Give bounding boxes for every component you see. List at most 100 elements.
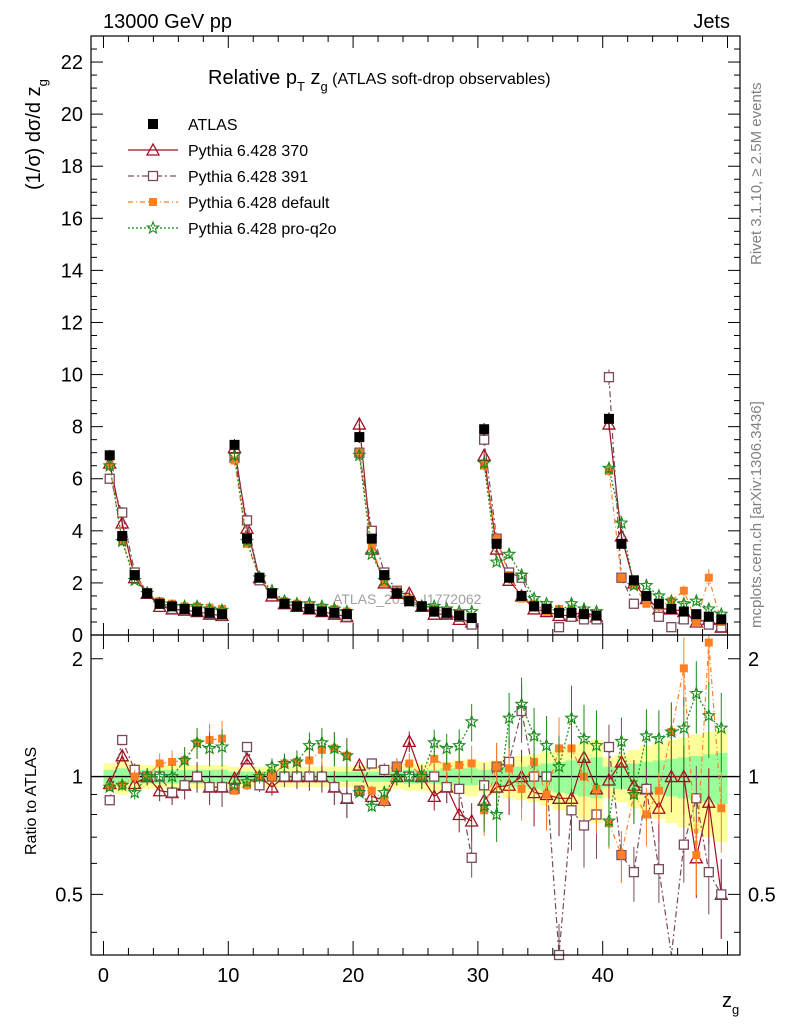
data-point (491, 538, 502, 549)
data-point (701, 601, 716, 615)
ratio-data-point (603, 741, 615, 753)
header-process-label: Jets (693, 11, 730, 33)
data-point (664, 593, 679, 608)
ratio-data-point (115, 777, 130, 792)
ratio-panel: 0.5 0.51 12 20 10 20 30 40 Ratio to ATLAS zg (23, 634, 776, 1017)
ratio-data-point (377, 785, 392, 799)
ratio-data-point (140, 769, 155, 783)
ratio-data-point (678, 839, 689, 850)
data-point (364, 546, 379, 561)
data-point (504, 572, 515, 583)
ratio-series-line (359, 757, 472, 802)
ratio-data-point (517, 784, 526, 793)
ratio-data-point (241, 741, 253, 753)
data-point (526, 591, 542, 605)
ratio-series-line (109, 737, 222, 801)
data-point (154, 598, 165, 609)
data-point (679, 586, 688, 595)
ratio-data-point (442, 762, 451, 771)
ratio-data-point (703, 866, 714, 878)
ratio-data-point (692, 851, 701, 860)
data-point (716, 614, 727, 625)
ratio-data-point (189, 735, 205, 749)
ratio-data-point (701, 794, 716, 808)
y-tick-label: 8 (72, 417, 83, 439)
data-point (566, 607, 577, 618)
data-point (117, 507, 128, 518)
ratio-data-point (202, 740, 217, 755)
x-tick-label: 20 (342, 965, 364, 987)
legend-entry: Pythia 6.428 default (128, 195, 330, 212)
data-point (416, 601, 427, 612)
ratio-data-point (427, 735, 442, 749)
ratio-data-point (714, 720, 729, 735)
data-point (691, 609, 702, 620)
ratio-data-point (379, 764, 390, 776)
ratio-data-point (464, 813, 479, 827)
rivet-version-label: Rivet 3.1.10, ≥ 2.5M events (748, 83, 765, 266)
ratio-data-point (501, 710, 517, 725)
ratio-data-point (380, 796, 389, 805)
ratio-series-line (109, 738, 223, 788)
ratio-y-axis-label: Ratio to ATLAS (23, 747, 40, 855)
ratio-series-line (608, 692, 722, 822)
ratio-data-point (405, 759, 414, 768)
data-point (501, 546, 517, 561)
y-tick-label: 12 (61, 312, 83, 334)
legend-entry: Pythia 6.428 370 (128, 142, 308, 160)
data-point (429, 606, 440, 617)
legend-label: ATLAS (188, 117, 238, 134)
series-line (109, 465, 223, 611)
ratio-series-line (608, 760, 722, 895)
ratio-data-point (130, 772, 139, 781)
ratio-data-point (689, 685, 704, 700)
ratio-series-line (608, 642, 722, 858)
ratio-data-point (127, 785, 142, 799)
data-point (603, 413, 614, 424)
data-point (391, 588, 402, 599)
data-point (642, 599, 651, 608)
series-atlas (104, 412, 727, 625)
series-line (358, 452, 473, 626)
ratio-data-point (117, 734, 128, 746)
x-axis-label: zg (722, 990, 739, 1017)
ratio-data-point (429, 771, 440, 782)
y-tick-label: 6 (72, 469, 83, 491)
ratio-data-point (455, 761, 464, 770)
ratio-data-point (589, 738, 604, 752)
ratio-data-point (628, 866, 640, 878)
ratio-y-tick-label: 1 (72, 767, 83, 789)
ratio-data-point (601, 813, 617, 828)
ratio-frame (90, 634, 741, 956)
series-line (608, 423, 722, 628)
ratio-data-point (314, 735, 330, 749)
ratio-data-point (441, 781, 452, 793)
data-point (102, 458, 117, 472)
ratio-data-point (439, 740, 454, 755)
ratio-series-line (358, 739, 472, 822)
ratio-data-point (166, 787, 178, 798)
data-point (229, 439, 240, 450)
legend-label: Pythia 6.428 391 (188, 169, 308, 186)
x-tick-label: 30 (467, 965, 489, 987)
ratio-data-point (339, 748, 355, 762)
ratio-data-point (341, 793, 353, 804)
data-point (479, 424, 490, 435)
ratio-data-point (264, 759, 280, 773)
ratio-data-point (576, 731, 592, 745)
data-point (167, 601, 178, 612)
data-point (466, 613, 477, 624)
data-point (354, 432, 365, 443)
ratio-data-point (102, 779, 117, 794)
data-point (678, 606, 689, 617)
data-point (404, 596, 415, 607)
data-point (703, 611, 714, 622)
ratio-data-point (364, 798, 379, 813)
ratio-data-point (691, 793, 702, 804)
y-tick-label: 14 (61, 260, 83, 282)
ratio-data-point (389, 769, 404, 783)
data-point (564, 596, 579, 610)
ratio-data-point (305, 756, 314, 765)
ratio-series-pythia-6-428-391 (104, 684, 727, 961)
ratio-data-point (191, 771, 203, 782)
